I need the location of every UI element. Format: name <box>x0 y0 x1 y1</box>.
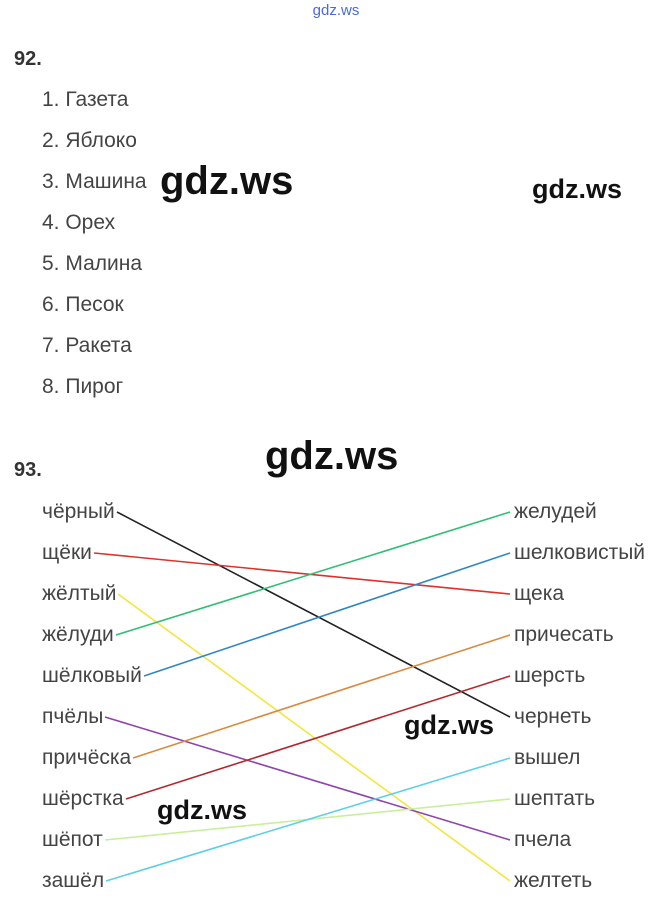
connection-line <box>104 716 511 841</box>
right-word: пчела <box>514 828 572 851</box>
list-item: 2. Яблоко <box>42 129 137 152</box>
list-item: 8. Пирог <box>42 375 124 398</box>
watermark: gdz.ws <box>404 710 495 740</box>
connection-line <box>132 634 511 759</box>
right-word: желтеть <box>514 869 593 892</box>
exercise-93-number: 93. <box>14 459 42 481</box>
header-watermark: gdz.ws <box>312 2 360 19</box>
list-item: 6. Песок <box>42 293 124 316</box>
list-item: 3. Машина <box>42 170 147 193</box>
connection-line <box>143 552 511 677</box>
left-word: причёска <box>42 746 132 769</box>
left-word: пчёлы <box>42 705 104 728</box>
list-item: 1. Газета <box>42 88 129 111</box>
list-item: 7. Ракета <box>42 334 132 357</box>
connection-line <box>105 757 511 882</box>
left-word: шёпот <box>42 828 103 851</box>
left-word: шёрстка <box>42 787 124 810</box>
right-word: шерсть <box>514 664 586 687</box>
watermark: gdz.ws <box>532 174 623 204</box>
right-word: желудей <box>514 500 597 523</box>
connection-line <box>115 511 511 636</box>
list-item: 5. Малина <box>42 252 143 275</box>
watermark: gdz.ws <box>265 434 399 478</box>
connection-line <box>125 675 511 800</box>
left-word: жёлтый <box>42 582 117 605</box>
right-word: вышел <box>514 746 581 769</box>
right-word: шептать <box>514 787 596 810</box>
connection-line <box>116 511 511 718</box>
list-item: 4. Орех <box>42 211 116 234</box>
watermark: gdz.ws <box>160 159 294 203</box>
left-word: шёлковый <box>42 664 142 687</box>
right-word: щека <box>514 582 565 605</box>
right-word: причесать <box>514 623 614 646</box>
left-word: щёки <box>42 541 92 564</box>
left-word: зашёл <box>42 869 105 892</box>
exercise-92-number: 92. <box>14 48 42 70</box>
right-word: чернеть <box>514 705 592 728</box>
right-word: шелковистый <box>514 541 646 564</box>
watermark: gdz.ws <box>157 795 248 825</box>
connection-line <box>117 593 511 882</box>
connection-line <box>93 552 511 595</box>
left-word: чёрный <box>42 500 115 523</box>
left-word: жёлуди <box>42 623 114 646</box>
